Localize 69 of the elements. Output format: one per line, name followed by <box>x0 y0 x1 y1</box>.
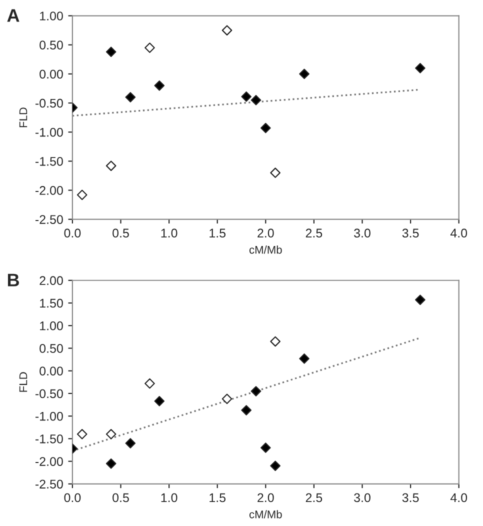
point <box>415 62 426 74</box>
point <box>222 25 232 36</box>
y-tick-label: 0.00 <box>40 70 63 79</box>
point <box>106 458 116 469</box>
point <box>125 92 136 102</box>
point <box>260 122 271 134</box>
x-tick-label: 0.0 <box>64 493 81 502</box>
x-axis-title: cM/Mb <box>249 246 282 254</box>
point <box>144 378 155 389</box>
x-tick-label: 1.0 <box>161 493 178 502</box>
y-tick-label: -1.00 <box>35 128 63 137</box>
point <box>299 68 310 80</box>
point <box>270 336 280 347</box>
point <box>106 46 116 57</box>
x-tick-label: 2.0 <box>258 493 274 502</box>
point <box>154 396 165 406</box>
y-tick-label: -0.50 <box>35 98 63 108</box>
y-tick-label: -2.50 <box>35 480 63 489</box>
y-tick-label: 1.00 <box>40 12 63 20</box>
x-tick-label: 1.5 <box>210 493 226 502</box>
point <box>154 80 165 91</box>
y-tick-label: 2.00 <box>40 276 63 286</box>
y-tick-label: -1.50 <box>35 434 63 444</box>
y-axis-title: FLD <box>19 108 28 128</box>
y-tick-label: 1.50 <box>40 298 63 308</box>
x-axis-title: cM/Mb <box>249 510 282 518</box>
point <box>106 429 116 440</box>
point <box>260 442 271 453</box>
y-tick-label: -2.50 <box>35 215 63 224</box>
point <box>76 429 88 440</box>
point <box>415 294 426 305</box>
y-tick-label: -2.00 <box>35 457 63 466</box>
point <box>299 353 310 364</box>
x-tick-label: 0.0 <box>64 228 81 238</box>
x-tick-label: 3.0 <box>354 493 370 502</box>
x-tick-label: 1.0 <box>161 228 178 238</box>
x-tick-label: 4.0 <box>450 228 468 238</box>
y-axis-title: FLD <box>19 372 28 392</box>
x-tick-label: 0.5 <box>112 493 129 502</box>
y-tick-label: -0.50 <box>35 389 63 398</box>
point <box>270 460 280 471</box>
point <box>241 405 252 416</box>
point <box>222 394 232 404</box>
y-tick-label: 0.00 <box>40 366 63 376</box>
chart-title: A <box>7 9 20 22</box>
x-tick-label: 1.5 <box>210 228 226 238</box>
x-tick-label: 4.0 <box>450 493 468 502</box>
point <box>250 94 262 106</box>
point <box>270 168 280 178</box>
x-tick-label: 3.5 <box>402 493 419 502</box>
y-tick-label: -1.00 <box>35 412 63 421</box>
x-tick-label: 2.5 <box>306 493 322 502</box>
y-tick-label: 0.50 <box>40 40 63 50</box>
point <box>106 160 116 171</box>
y-tick-label: 1.00 <box>40 321 63 330</box>
point <box>241 91 252 102</box>
point <box>250 386 262 396</box>
x-tick-label: 3.5 <box>402 228 419 238</box>
point <box>144 42 155 53</box>
x-tick-label: 2.5 <box>306 228 322 238</box>
point <box>76 190 88 200</box>
point <box>125 438 136 448</box>
x-tick-label: 2.0 <box>258 228 274 238</box>
y-tick-label: -2.00 <box>35 186 63 195</box>
y-tick-label: -1.50 <box>35 156 63 166</box>
x-tick-label: 3.0 <box>354 228 370 238</box>
x-tick-label: 0.5 <box>112 228 129 238</box>
y-tick-label: 0.50 <box>40 344 63 353</box>
chart-title: B <box>8 274 19 286</box>
